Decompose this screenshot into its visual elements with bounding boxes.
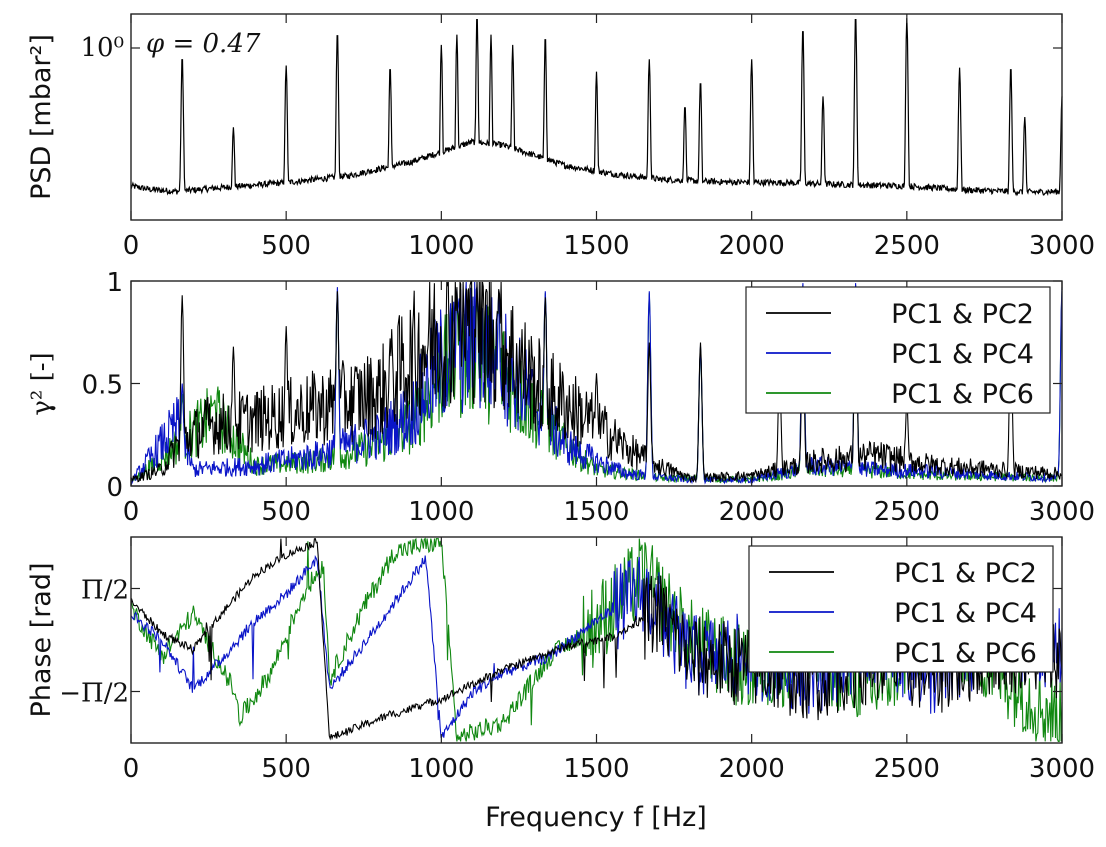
phase-ylabel: Phase [rad] (26, 562, 57, 717)
psd-series-group (130, 18, 1063, 197)
xtick-label: 500 (261, 754, 311, 784)
xtick-label: 500 (261, 231, 311, 261)
legend-label: PC1 & PC6 (894, 638, 1037, 669)
xtick-label: 2500 (874, 231, 940, 261)
phase-xlabel: Frequency f [Hz] (485, 802, 707, 833)
psd-panel: 0 500 1000 1500 2000 2500 3000 10⁰ φ = 0.47 PS… (26, 13, 1095, 261)
xtick-label: 1000 (408, 231, 474, 261)
phase-yticks: Π/2 −Π/2 (59, 575, 1062, 709)
xtick-label: 0 (123, 231, 140, 261)
coherence-panel: 0 500 1000 1500 2000 2500 3000 00.51 γ² [-] PC… (27, 268, 1095, 527)
phase-xticks: 0 500 1000 1500 2000 2500 3000 (123, 537, 1095, 784)
ytick-label: 0.5 (82, 371, 123, 401)
xtick-label: 3000 (1029, 497, 1095, 527)
xtick-label: 3000 (1029, 231, 1095, 261)
ytick-label: −Π/2 (59, 679, 129, 709)
legend-box (745, 286, 1051, 414)
xtick-label: 0 (123, 754, 140, 784)
psd-ylabel: PSD [mbar²] (26, 34, 57, 200)
phase-panel: 0 500 1000 1500 2000 2500 3000 Π/2 −Π/2 Phase [… (26, 536, 1095, 833)
ytick-label: 0 (106, 473, 123, 503)
xtick-label: 1500 (563, 231, 629, 261)
coherence-series-line (130, 281, 1063, 486)
xtick-label: 2000 (719, 754, 785, 784)
psd-annotation: φ = 0.47 (146, 29, 261, 59)
coherence-legend: PC1 & PC2 PC1 & PC4 PC1 & PC6 (745, 286, 1051, 414)
xtick-label: 1000 (408, 497, 474, 527)
xtick-label: 1000 (408, 754, 474, 784)
ytick-label: Π/2 (81, 575, 129, 605)
xtick-label: 3000 (1029, 754, 1095, 784)
xtick-label: 0 (123, 497, 140, 527)
phase-legend: PC1 & PC2 PC1 & PC4 PC1 & PC6 (748, 545, 1054, 673)
xtick-label: 1500 (563, 754, 629, 784)
xtick-label: 2000 (719, 231, 785, 261)
psd-ytick-label: 10⁰ (80, 33, 124, 63)
psd-xticks: 0 500 1000 1500 2000 2500 3000 (123, 14, 1095, 261)
legend-label: PC1 & PC2 (891, 299, 1034, 330)
legend-label: PC1 & PC4 (891, 339, 1034, 370)
xtick-label: 500 (261, 497, 311, 527)
ytick-label: 1 (106, 268, 123, 298)
legend-box (748, 545, 1054, 673)
coherence-xticks: 0 500 1000 1500 2000 2500 3000 (123, 281, 1095, 527)
psd-series-line (130, 18, 1063, 197)
coherence-yticks: 00.51 (82, 268, 1062, 503)
legend-label: PC1 & PC6 (891, 379, 1034, 410)
legend-label: PC1 & PC2 (894, 558, 1037, 589)
xtick-label: 2500 (874, 497, 940, 527)
xtick-label: 2500 (874, 754, 940, 784)
legend-label: PC1 & PC4 (894, 598, 1037, 629)
xtick-label: 2000 (719, 497, 785, 527)
coherence-ylabel: γ² [-] (27, 352, 57, 415)
xtick-label: 1500 (563, 497, 629, 527)
